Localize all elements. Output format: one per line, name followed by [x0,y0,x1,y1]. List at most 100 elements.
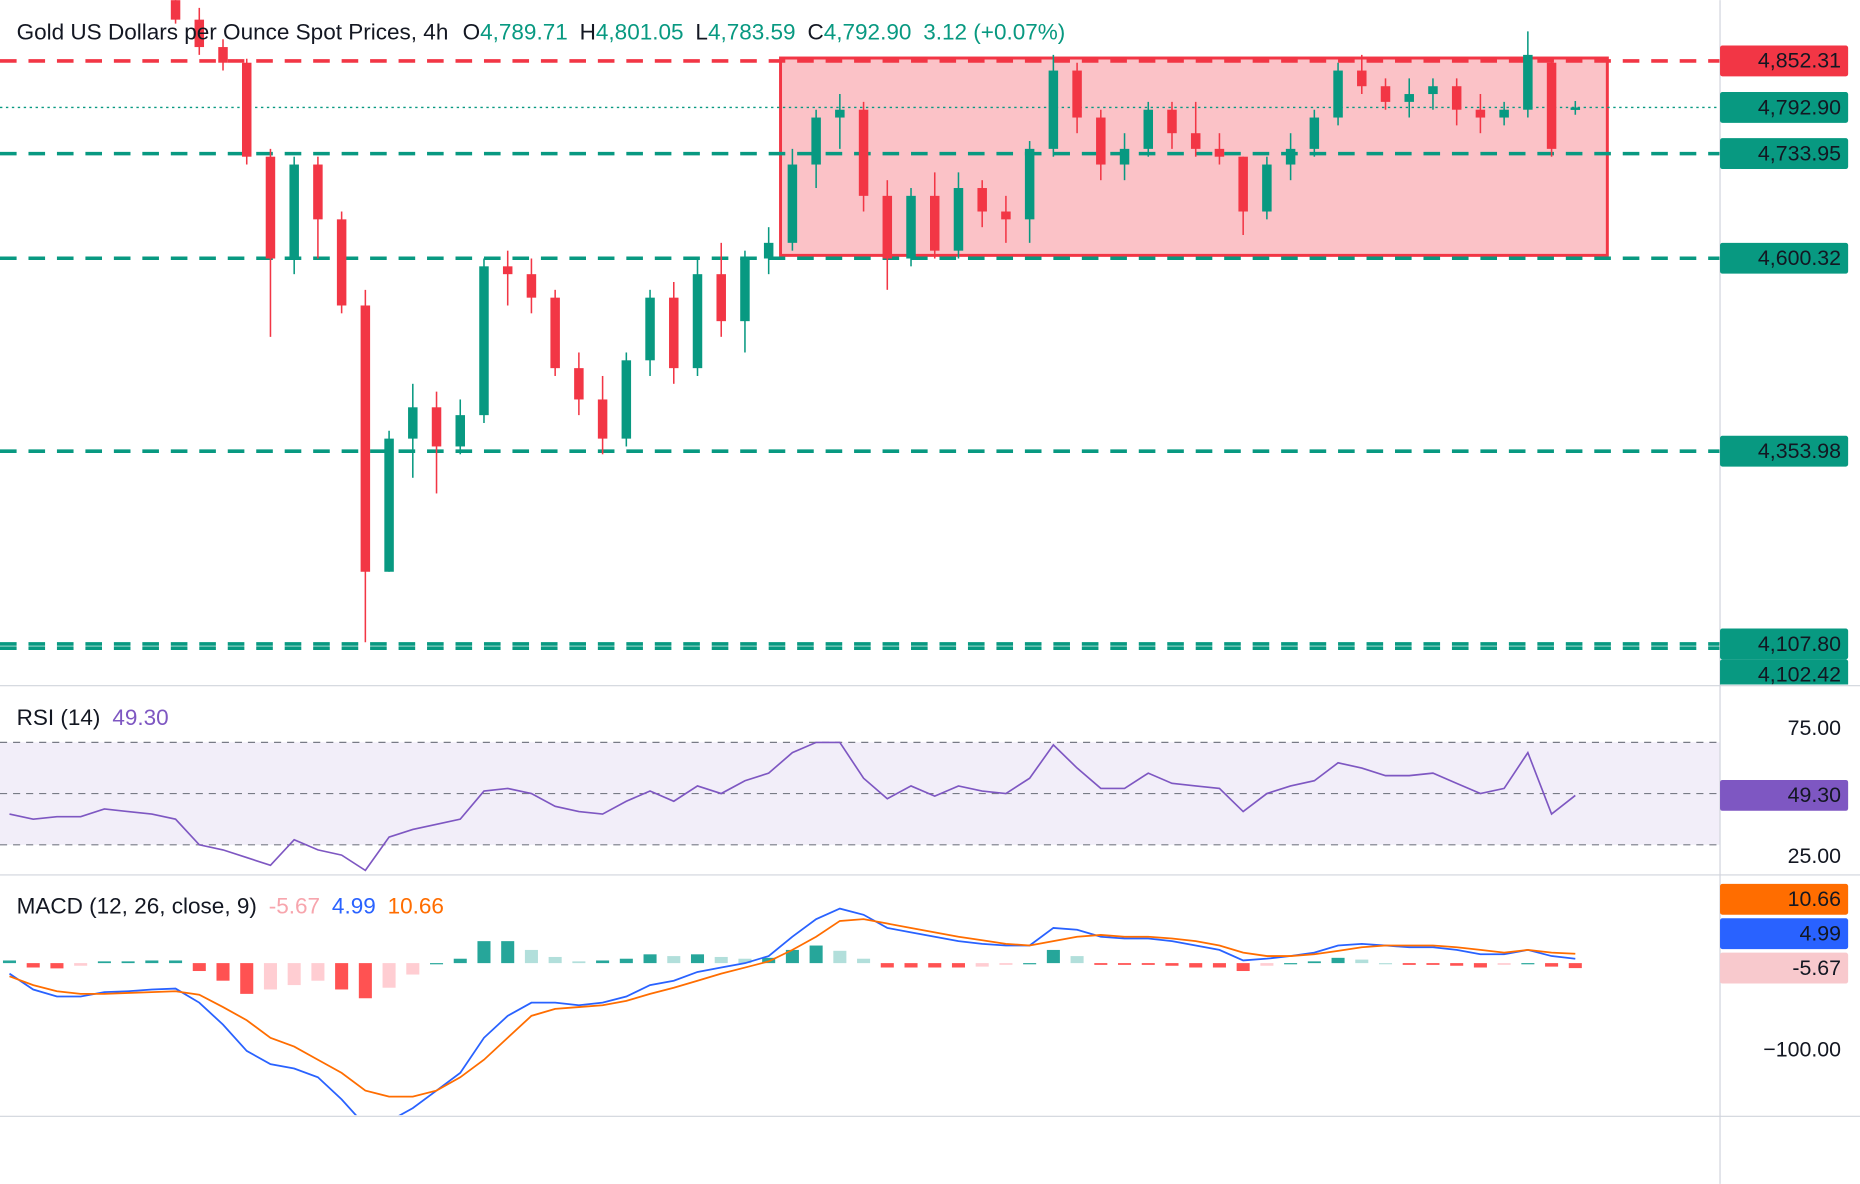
macd-histogram-bar [1260,963,1274,966]
level-label-box [1720,45,1849,77]
macd-histogram-bar [904,963,918,968]
macd-histogram-bar [928,963,942,968]
macd-histogram-bar [880,963,894,968]
macd-histogram-bar [335,963,349,990]
candle-body [1451,86,1462,110]
candle-body [977,188,987,212]
candle-body [1238,156,1248,212]
candle-body [787,164,798,243]
price-labels: 4,852.31 4,792.90 4,733.95 4,600.32 4,353.98… [1720,45,1849,687]
ohlc-value: 4,801.05 [596,19,684,44]
level-label-box [1720,628,1849,660]
candle-body [669,297,679,369]
candle-body [1072,70,1082,118]
candle-body [882,195,893,259]
macd-histogram-bar [50,963,64,969]
macd-histogram-bar [524,949,538,964]
macd-histogram-bar [572,961,586,964]
macd-histogram-bar [311,963,325,981]
candle-body [1428,86,1438,95]
price-panel [0,0,1721,650]
macd-header: MACD (12, 26, close, 9) -5.67 4.99 10.66 [17,893,444,918]
macd-histogram-bar [1212,963,1226,968]
macd-histogram-bar [1568,963,1582,969]
macd-histogram-bar [1070,956,1084,964]
candle-body [1404,94,1414,102]
candle-body [336,219,347,306]
candle-body [526,274,537,298]
macd-histogram-bar [169,960,183,964]
ohlc-key: C [807,19,823,44]
level-label: 4,733.95 [1758,141,1841,165]
candle-body [1380,86,1391,102]
macd-histogram-bar [1236,963,1250,972]
macd-histogram-bar [1141,963,1155,965]
candle-body [1475,109,1486,118]
macd-histogram-bar [477,941,491,964]
macd-histogram-bar [453,958,467,964]
macd-value-label: 4.99 [1799,922,1841,946]
macd-histogram-bar [145,960,159,964]
macd-value: 4.99 [332,893,376,918]
candle-body [1119,148,1130,165]
candle-body [479,266,489,416]
ohlc-value: 4,792.90 [824,19,912,44]
macd-histogram-bar [1118,963,1132,965]
macd-value-label: 10.66 [1788,887,1841,911]
macd-value: -5.67 [269,893,320,918]
candle-body [1190,133,1201,149]
candle-body [550,297,560,369]
candle-body [1262,164,1272,212]
candle-body [1499,109,1509,118]
level-label: 4,107.80 [1758,632,1841,656]
candle-body [360,305,371,572]
macd-value: 10.66 [388,893,444,918]
candle-body [1523,54,1533,110]
level-label: 4,102.42 [1758,663,1841,687]
macd-histogram-bar [738,958,752,964]
macd-value-label-box [1720,952,1849,984]
macd-line [8,907,1576,1116]
candle-body [408,407,418,439]
candle-body [431,407,442,447]
candle-body [170,0,181,20]
candle-body [835,109,845,118]
level-label: 4,852.31 [1758,49,1841,73]
ohlc-value: 4,789.71 [480,19,568,44]
level-label-box [1720,92,1849,123]
macd-histogram-bar [406,963,420,975]
candle-body [502,266,513,275]
y-tick-label: 75.00 [1788,716,1842,740]
macd-value-label: -5.67 [1792,956,1841,980]
macd-histogram-bar [975,963,989,967]
rsi-panel [0,741,1721,872]
macd-histogram-bar [1378,963,1393,965]
candle-body [1357,70,1367,87]
candle-body [1309,117,1320,149]
macd-histogram-bar [1473,963,1487,968]
macd-histogram-bar [643,954,657,964]
candle-body [1333,70,1343,118]
macd-histogram-bar [1331,957,1345,964]
candle-body [1546,62,1557,149]
candle-body [1024,148,1035,220]
macd-histogram-bar [74,963,88,966]
candle-body [289,164,299,259]
axes: 75.00 25.00 −100.00 [1763,716,1841,1061]
candle-body [906,195,916,259]
macd-histogram-bar [430,963,444,965]
level-label-box [1720,138,1849,170]
rsi-header: RSI (14) 49.30 [17,705,169,730]
y-tick-label: −100.00 [1763,1038,1841,1062]
candle-body [763,242,774,259]
candle-body [1570,107,1581,110]
macd-histogram-bar [951,963,965,968]
macd-histogram-bar [857,958,871,964]
range-zone [779,56,1609,257]
macd-histogram-bar [1284,963,1298,965]
macd-histogram-bar [596,960,610,964]
macd-histogram-bar [999,963,1013,965]
rsi-band [0,742,1721,845]
macd-histogram-bar [382,963,396,988]
